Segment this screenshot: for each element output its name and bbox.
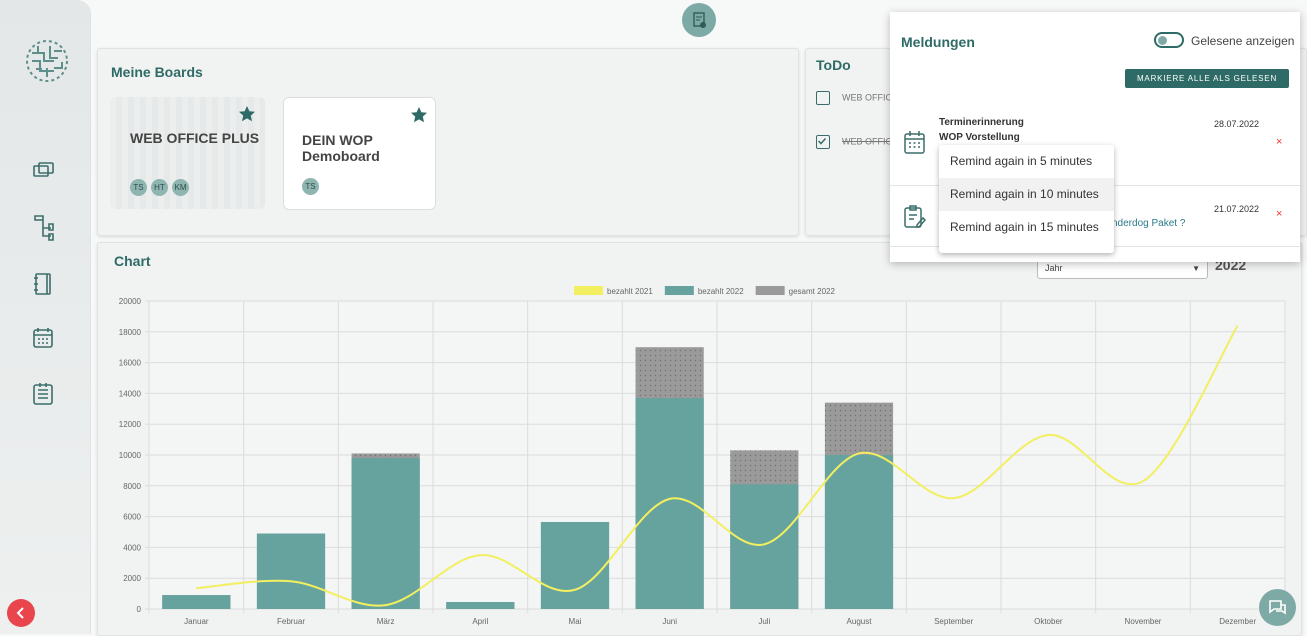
x-tick-label: September [934,617,973,626]
board-card[interactable]: DEIN WOP Demoboard TS [283,97,436,210]
x-tick-label: Februar [277,617,305,626]
legend-swatch [664,286,694,295]
chat-icon [1269,600,1286,615]
avatar: TS [302,178,319,195]
todo-checkbox[interactable] [816,91,830,105]
todo-text: WEB OFFICE [842,136,898,147]
chart-title: Chart [114,253,151,269]
avatar: KM [172,179,189,196]
toggle-label: Gelesene anzeigen [1191,34,1295,48]
notification-text[interactable]: nderdog Paket ? [1112,218,1186,229]
dismiss-button[interactable]: × [1276,136,1283,148]
toggle-knob [1158,36,1167,45]
legend-label: gesamt 2022 [789,287,836,296]
collapse-icon [16,607,24,619]
legend-label: bezahlt 2022 [698,287,744,296]
bar [730,484,799,609]
notification-text: WOP Vorstellung [939,132,1020,143]
logo [26,40,68,82]
chart: 0 2000 4000 6000 8000 10000 12000 14000 16000 180… [119,286,1286,626]
collapse-button[interactable] [7,599,35,627]
y-tick-label: 14000 [119,389,142,398]
menu-item[interactable]: Remind again in 15 minutes [950,220,1099,234]
dismiss-button[interactable]: × [1276,208,1283,220]
board-title: DEIN WOP Demoboard [302,132,380,164]
x-tick-label: Juni [662,617,677,626]
bar [540,521,610,609]
period-value: Jahr [1045,263,1063,273]
bar [824,455,894,609]
todo-item[interactable]: WEB OFFICE [816,135,898,149]
mark-all-button[interactable]: MARKIERE ALLE ALS GELESEN [1125,69,1289,88]
x-tick-label: Juli [758,617,770,626]
todo-title: ToDo [816,57,851,73]
menu-item[interactable]: Remind again in 5 minutes [950,154,1093,168]
y-tick-label: 12000 [119,420,142,429]
dropdown-arrow: ▼ [1192,264,1200,273]
x-tick-label: Dezember [1219,617,1256,626]
bar [162,595,231,609]
y-tick-label: 18000 [119,328,142,337]
y-tick-label: 6000 [123,513,141,522]
chart-panel: Chart Jahr ▼ 2022 0 2000 4000 6000 8000 10000 1… [97,242,1302,636]
y-tick-label: 2000 [123,574,141,583]
star-icon[interactable] [410,106,428,124]
remind-menu: Remind again in 5 minutes Remind again i… [939,145,1114,253]
bar [351,458,420,609]
board-members: TS [302,176,323,195]
x-tick-label: Januar [184,617,209,626]
add-note-button[interactable] [682,3,716,37]
boards-panel: Meine Boards WEB OFFICE PLUS TS HT KM DEIN… [97,48,799,236]
notification-date: 28.07.2022 [1214,119,1260,129]
menu-item[interactable]: Remind again in 10 minutes [939,178,1114,211]
notifications-title: Meldungen [901,34,975,50]
y-tick-label: 0 [137,605,142,614]
notification-date: 21.07.2022 [1214,204,1260,214]
bar [446,602,515,609]
y-tick-label: 20000 [119,297,142,306]
boards-title: Meine Boards [111,64,203,80]
legend-swatch [574,286,603,295]
star-icon[interactable] [238,105,256,123]
y-tick-label: 4000 [123,543,141,552]
chat-button[interactable] [1259,589,1296,626]
x-tick-label: Oktober [1034,617,1063,626]
nav-icons[interactable] [30,160,60,410]
avatar: TS [130,179,147,196]
line [196,325,1239,607]
x-tick-label: März [377,617,395,626]
notification-kind: Terminerinnerung [939,117,1024,128]
sidebar [0,0,91,634]
todo-checkbox[interactable] [816,135,830,149]
clipboard-icon [904,205,927,228]
check-mark [817,137,827,145]
board-title: WEB OFFICE PLUS [130,130,260,146]
legend-label: bezahlt 2021 [607,287,653,296]
calendar-icon [904,131,925,154]
add-note-icon [693,12,706,28]
x-tick-label: April [472,617,488,626]
x-tick-label: August [847,617,873,626]
bar [256,533,326,609]
board-members: TS HT KM [130,177,193,196]
legend-swatch [755,286,785,295]
y-tick-label: 10000 [119,451,142,460]
y-tick-label: 8000 [123,482,141,491]
x-tick-label: November [1125,617,1162,626]
todo-item[interactable]: WEB OFFICE [816,91,898,105]
board-card[interactable]: WEB OFFICE PLUS TS HT KM [110,97,265,209]
x-tick-label: Mai [569,617,582,626]
show-read-toggle[interactable] [1154,32,1184,48]
avatar: HT [151,179,168,196]
todo-text: WEB OFFICE [842,92,898,103]
y-tick-label: 16000 [119,359,142,368]
